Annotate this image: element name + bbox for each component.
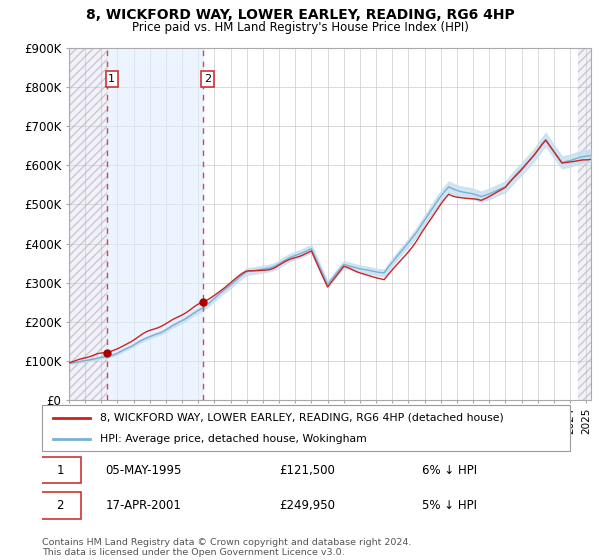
Text: £249,950: £249,950 [280, 499, 335, 512]
Bar [69, 48, 107, 400]
FancyBboxPatch shape [40, 492, 80, 519]
Text: HPI: Average price, detached house, Wokingham: HPI: Average price, detached house, Woki… [100, 434, 367, 444]
Text: 05-MAY-1995: 05-MAY-1995 [106, 464, 182, 477]
FancyBboxPatch shape [42, 405, 570, 451]
Text: Price paid vs. HM Land Registry's House Price Index (HPI): Price paid vs. HM Land Registry's House … [131, 21, 469, 34]
Text: 17-APR-2001: 17-APR-2001 [106, 499, 181, 512]
Text: 5% ↓ HPI: 5% ↓ HPI [422, 499, 477, 512]
Bar [69, 48, 107, 400]
Text: 6% ↓ HPI: 6% ↓ HPI [422, 464, 477, 477]
Text: 1: 1 [109, 74, 115, 84]
FancyBboxPatch shape [40, 457, 80, 483]
Bar [107, 48, 203, 400]
Text: 2: 2 [204, 74, 211, 84]
Text: 2: 2 [56, 499, 64, 512]
Text: Contains HM Land Registry data © Crown copyright and database right 2024.
This d: Contains HM Land Registry data © Crown c… [42, 538, 412, 557]
Text: 8, WICKFORD WAY, LOWER EARLEY, READING, RG6 4HP (detached house): 8, WICKFORD WAY, LOWER EARLEY, READING, … [100, 413, 504, 423]
Text: £121,500: £121,500 [280, 464, 335, 477]
Bar [578, 48, 591, 400]
Text: 1: 1 [56, 464, 64, 477]
Bar [578, 48, 591, 400]
Text: 8, WICKFORD WAY, LOWER EARLEY, READING, RG6 4HP: 8, WICKFORD WAY, LOWER EARLEY, READING, … [86, 8, 514, 22]
